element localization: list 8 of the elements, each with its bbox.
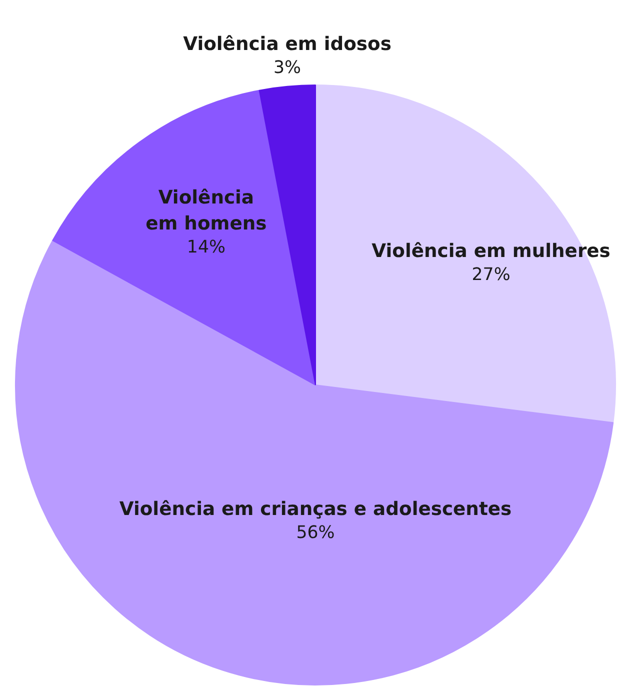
slice-label: Violência em homens (146, 187, 267, 235)
data-label: 14% (186, 238, 226, 258)
slice-label: Violência em mulheres (372, 240, 610, 262)
slice-label: Violência em crianças e adolescentes (119, 499, 512, 520)
data-label: 56% (296, 523, 335, 543)
data-label: 27% (472, 264, 510, 285)
data-label: 3% (274, 58, 302, 78)
slice-label: Violência em idosos (183, 34, 392, 55)
